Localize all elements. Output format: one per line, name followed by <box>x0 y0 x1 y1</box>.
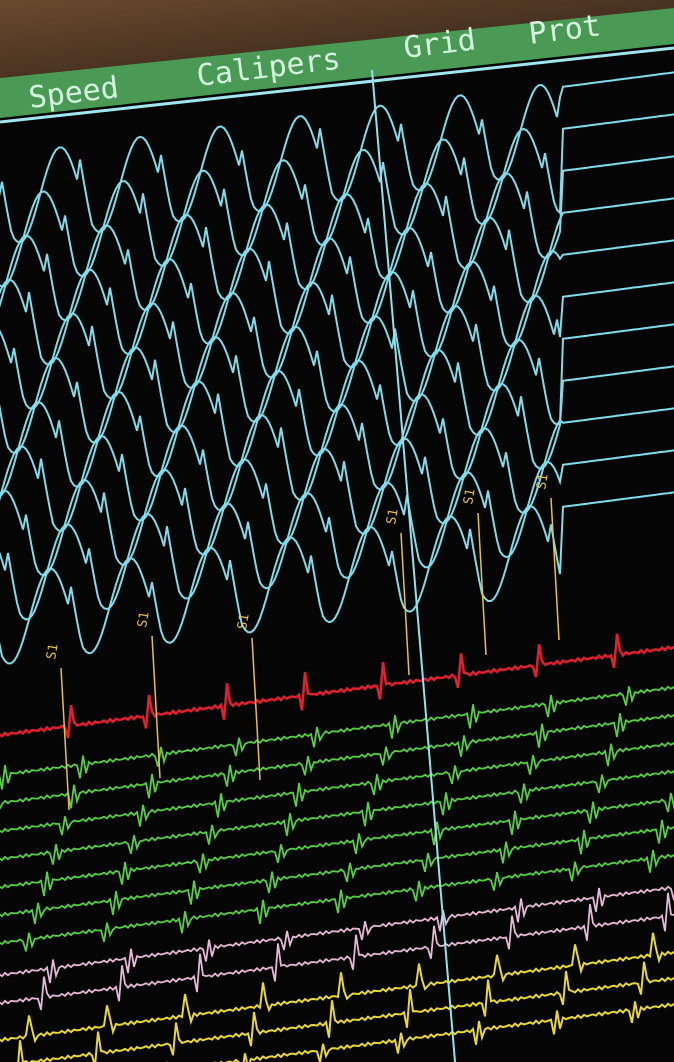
menu-item: Prot <box>527 8 603 52</box>
marker-label: S1 <box>534 473 551 491</box>
caliper-line <box>371 69 456 1062</box>
marker-line <box>151 635 161 779</box>
waveform <box>0 113 674 288</box>
menu-bar <box>0 8 674 118</box>
menu-border <box>0 46 674 124</box>
waveform <box>0 323 674 498</box>
marker-line <box>477 512 487 656</box>
marker-line <box>60 667 70 811</box>
marker-label: S1 <box>44 643 61 661</box>
marker-label: S1 <box>384 508 401 526</box>
waveform <box>0 819 674 924</box>
marker-line <box>251 637 261 781</box>
marker-line <box>550 497 560 641</box>
waveform <box>0 792 674 897</box>
waveform <box>0 71 674 244</box>
waveform <box>0 365 674 532</box>
waveform <box>0 769 674 865</box>
waveform <box>0 155 674 322</box>
waveforms <box>0 69 674 1062</box>
waveform <box>165 1001 674 1062</box>
marker-line <box>400 532 410 676</box>
waveform <box>0 685 674 790</box>
waveform <box>0 741 674 836</box>
waveform <box>0 849 674 952</box>
waveform <box>0 713 674 810</box>
waveform <box>17 961 674 1062</box>
stimulus-markers: S1 S1 S1 S1 S1 S1 <box>44 473 560 811</box>
marker-label: S1 <box>235 613 252 631</box>
waveform <box>0 197 674 366</box>
marker-label: S1 <box>461 488 478 506</box>
waveform <box>0 885 674 984</box>
waveform <box>0 239 674 410</box>
waveform <box>0 449 674 621</box>
monitor-bezel <box>0 0 674 78</box>
marker-label: S1 <box>135 611 152 629</box>
waveform <box>0 407 674 577</box>
waveform <box>0 491 674 665</box>
waveform <box>0 633 674 739</box>
waveform <box>0 892 674 1011</box>
menu-item: Grid <box>402 22 478 66</box>
waveform <box>0 932 674 1044</box>
